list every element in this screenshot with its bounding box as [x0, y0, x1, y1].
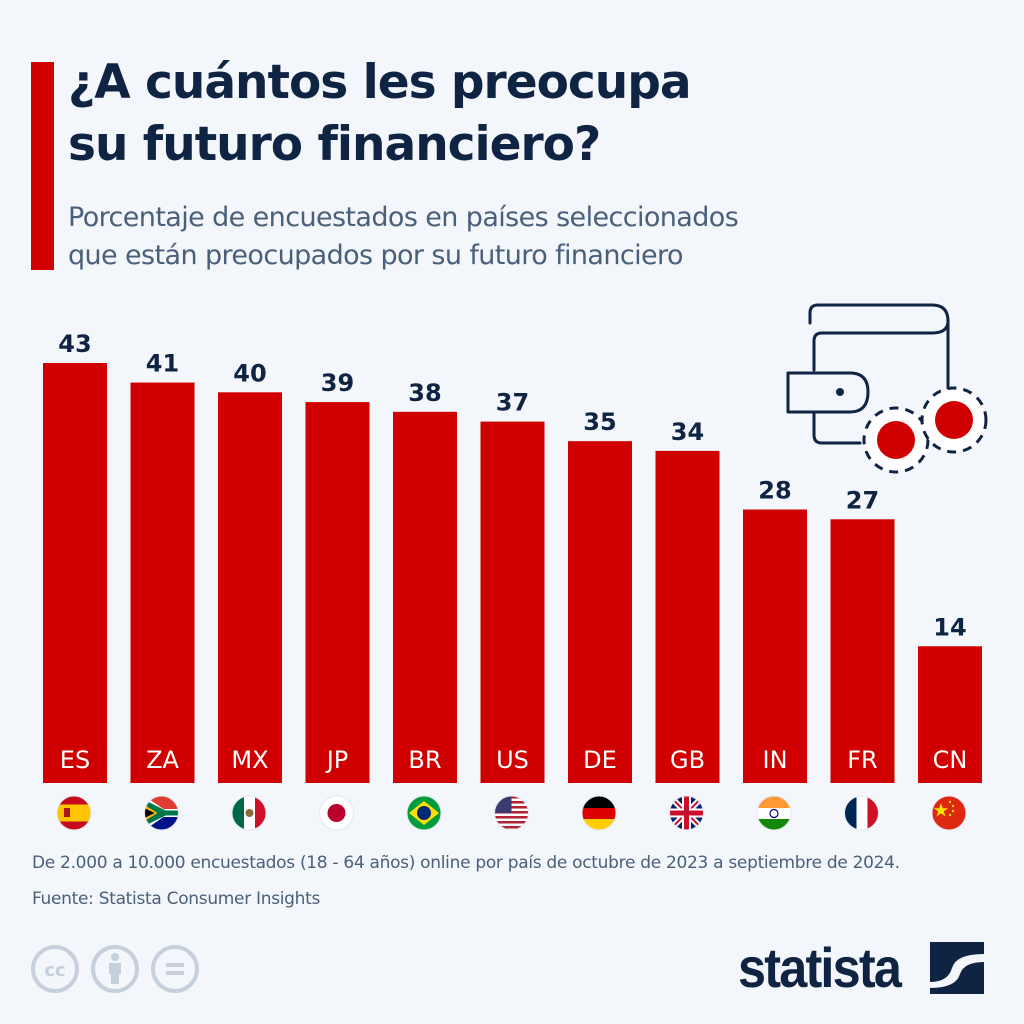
category-label: ZA — [146, 746, 179, 774]
subtitle-line-1: Porcentaje de encuestados en países sele… — [68, 202, 739, 233]
category-label: BR — [408, 746, 441, 774]
bar-group-es: 43 ES — [43, 330, 107, 831]
title-line-1: ¿A cuántos les preocupa — [68, 55, 692, 110]
value-label: 39 — [321, 369, 354, 397]
category-label: GB — [670, 746, 705, 774]
bar-group-de: 35 DE — [568, 408, 632, 831]
bar-in[interactable] — [743, 509, 807, 783]
bar-group-fr: 27 FR — [830, 486, 895, 831]
source-link[interactable]: Fuente: Statista Consumer Insights — [32, 889, 321, 909]
category-label: MX — [231, 746, 268, 774]
attribution-icon[interactable] — [90, 944, 140, 994]
value-label: 37 — [496, 389, 529, 417]
japan-flag-icon — [319, 795, 354, 831]
bar-group-mx: 40 MX — [218, 359, 282, 831]
bar-es[interactable] — [43, 363, 107, 783]
cc-icon[interactable]: cc — [30, 944, 80, 994]
france-flag-icon — [844, 795, 879, 831]
title-line-2: su futuro financiero? — [68, 117, 601, 172]
mexico-flag-icon — [231, 795, 267, 831]
value-label: 40 — [233, 359, 266, 387]
bar-group-za: 41 ZA — [130, 350, 195, 831]
chart-subtitle: Porcentaje de encuestados en países sele… — [68, 199, 968, 275]
brand-wordmark: statista — [738, 936, 902, 999]
bar-gb[interactable] — [655, 450, 720, 783]
bar-us[interactable] — [480, 421, 545, 783]
value-label: 35 — [583, 408, 616, 436]
bar-de[interactable] — [568, 441, 632, 783]
value-label: 14 — [933, 613, 966, 641]
spain-flag-icon — [56, 795, 92, 831]
bars-layer: 43 ES 41 ZA 40 MX 39 JP 38 BR 37 US 35 DE 34 GB 28 IN 27 FR… — [43, 330, 982, 831]
chart-title: ¿A cuántos les preocupa su futuro financ… — [68, 52, 968, 176]
value-label: 41 — [146, 350, 179, 378]
usa-flag-icon — [494, 795, 529, 831]
footnote: De 2.000 a 10.000 encuestados (18 - 64 a… — [32, 853, 900, 873]
bar-jp[interactable] — [305, 402, 370, 783]
value-label: 27 — [846, 486, 879, 514]
statista-mark-icon — [930, 942, 985, 994]
bar-group-in: 28 IN — [743, 477, 807, 831]
germany-flag-icon — [581, 795, 617, 831]
bar-group-gb: 34 GB — [655, 418, 720, 831]
china-flag-icon — [931, 795, 967, 831]
category-label: JP — [325, 746, 349, 774]
bar-cn[interactable] — [918, 646, 982, 783]
category-label: ES — [60, 746, 90, 774]
bar-group-cn: 14 CN — [918, 613, 982, 831]
category-label: FR — [847, 746, 877, 774]
south-africa-flag-icon — [144, 795, 179, 831]
bar-mx[interactable] — [218, 392, 282, 783]
uk-flag-icon — [669, 795, 704, 831]
no-derivatives-icon[interactable] — [150, 944, 200, 994]
value-label: 38 — [408, 379, 441, 407]
bar-br[interactable] — [393, 411, 457, 783]
category-label: CN — [933, 746, 968, 774]
bar-group-br: 38 BR — [393, 379, 457, 831]
title-accent-bar — [31, 62, 54, 270]
category-label: US — [496, 746, 529, 774]
value-label: 43 — [58, 330, 91, 358]
statista-logo[interactable]: statista — [738, 936, 985, 999]
bar-za[interactable] — [130, 382, 195, 783]
category-label: DE — [583, 746, 617, 774]
bar-group-jp: 39 JP — [305, 369, 370, 831]
value-label: 28 — [758, 477, 791, 505]
bar-group-us: 37 US — [480, 389, 545, 831]
license-icons: cc — [30, 944, 200, 994]
bar-fr[interactable] — [830, 519, 895, 783]
india-flag-icon — [756, 795, 792, 831]
brazil-flag-icon — [406, 795, 442, 831]
svg-text:cc: cc — [44, 960, 65, 981]
value-label: 34 — [671, 418, 704, 446]
subtitle-line-2: que están preocupados por su futuro fina… — [68, 240, 683, 271]
category-label: IN — [762, 746, 787, 774]
wallet-coins-icon — [786, 303, 988, 474]
